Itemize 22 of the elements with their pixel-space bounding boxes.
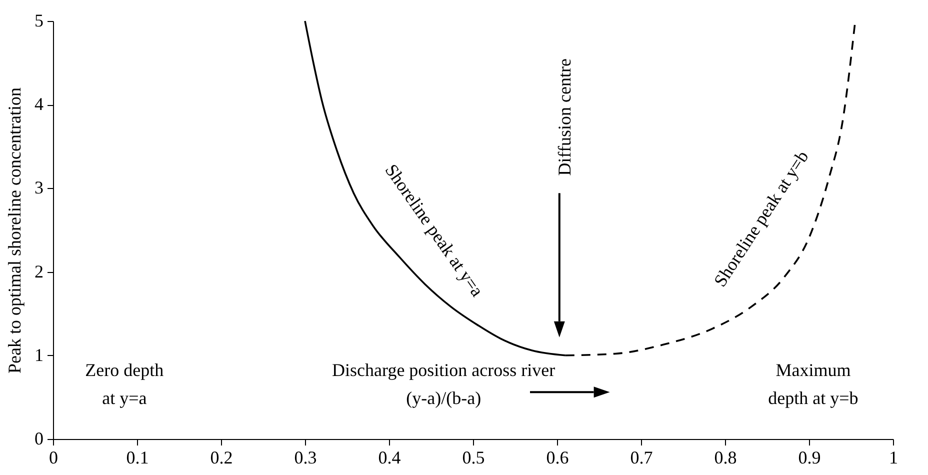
y-axis-title: Peak to optimal shoreline concentration [4,88,24,374]
annotation: Zero depth at y=a [85,360,164,408]
x-tick-label: 0 [49,448,58,468]
y-tick-label: 5 [34,10,44,30]
x-tick-label: 0.6 [546,448,569,468]
y-tick-label: 0 [34,428,44,448]
y-tick-label: 2 [34,261,44,282]
annotation: Diffusion centre [554,58,574,176]
x-tick-label: 0.7 [630,448,653,468]
annotation: Maximum depth at y=b [768,360,858,408]
y-tick-label: 3 [34,178,44,198]
x-tick-label: 0.5 [462,448,485,468]
x-tick-label: 0.8 [714,448,737,468]
y-tick-label: 1 [34,344,44,365]
x-tick-label: 0.2 [210,448,233,468]
x-tick-label: 1 [889,448,898,468]
x-tick-label: 0.1 [126,448,149,468]
x-tick-label: 0.3 [294,448,317,468]
x-tick-label: 0.4 [378,448,401,468]
annotation: Discharge position across river (y-a)/(b-a) [332,360,556,408]
x-tick-label: 0.9 [798,448,821,468]
y-tick-label: 4 [34,94,44,114]
